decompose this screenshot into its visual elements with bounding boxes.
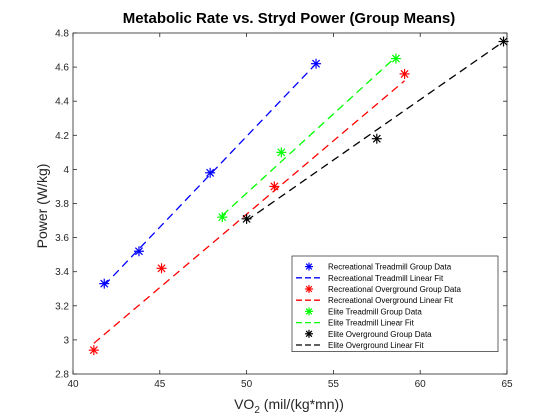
y-tick-label: 4 (63, 165, 69, 176)
data-point-0-3 (311, 58, 322, 69)
fit-line-7 (246, 40, 504, 222)
legend-label-1: Recreational Treadmill Linear Fit (328, 274, 444, 283)
data-point-2-2 (269, 181, 280, 192)
legend-label-2: Recreational Overground Group Data (328, 285, 462, 294)
legend-label-6: Elite Overground Group Data (328, 330, 432, 339)
y-tick-label: 3.8 (55, 199, 69, 210)
legend-label-0: Recreational Treadmill Group Data (328, 263, 452, 272)
data-point-0-0 (99, 278, 110, 289)
x-tick-label: 65 (501, 379, 513, 390)
data-point-6-1 (371, 133, 382, 144)
y-tick-label: 4.2 (55, 131, 69, 142)
legend: Recreational Treadmill Group Data Recreat… (291, 255, 499, 352)
x-axis-title-rest: (mil/(kg*mn)) (260, 396, 344, 412)
y-tick-label: 3.4 (55, 267, 69, 278)
y-axis-title: Power (W/kg) (34, 164, 50, 249)
x-tick-label: 45 (154, 379, 166, 390)
axes: 40 45 50 55 60 65 2.8 3 3.2 3.4 3.6 3.8 4 4.2 4.4 4.6 4.… (55, 29, 513, 391)
data-point-4-0 (217, 212, 228, 223)
legend-swatch-marker-0 (305, 262, 313, 271)
x-tick-label: 40 (67, 379, 79, 390)
fit-line-5 (221, 56, 397, 216)
y-tick-label: 4.4 (55, 97, 69, 108)
data-point-2-0 (88, 345, 99, 356)
y-tick-label: 2.8 (55, 370, 69, 381)
y-tick-label: 3 (63, 335, 69, 346)
legend-label-4: Elite Treadmill Group Data (328, 307, 422, 316)
legend-swatch-marker-4 (305, 307, 313, 316)
data-point-4-1 (276, 147, 287, 158)
y-tick-label: 4.8 (55, 29, 69, 40)
x-axis-title-main: VO (234, 396, 254, 412)
y-tick-label: 3.6 (55, 233, 69, 244)
data-point-6-0 (241, 213, 252, 224)
data-point-2-3 (399, 68, 410, 79)
data-point-2-1 (156, 263, 167, 274)
x-axis-title-subscript: 2 (254, 405, 260, 416)
legend-swatch-marker-2 (305, 285, 313, 293)
chart-title: Metabolic Rate vs. Stryd Power (Group Me… (123, 10, 456, 27)
legend-label-5: Elite Treadmill Linear Fit (328, 319, 415, 328)
x-tick-label: 55 (328, 379, 340, 390)
y-tick-label: 4.6 (55, 63, 69, 74)
legend-box (291, 255, 499, 352)
legend-swatch-marker-6 (305, 329, 313, 338)
data-points (88, 36, 509, 356)
legend-label-3: Recreational Overground Linear Fit (328, 296, 454, 305)
x-tick-label: 60 (415, 379, 427, 390)
x-tick-label: 50 (241, 379, 253, 390)
fit-line-3 (93, 80, 405, 344)
fit-lines (93, 40, 504, 344)
data-point-6-2 (498, 36, 509, 47)
legend-label-7: Elite Overground Linear Fit (328, 341, 424, 350)
data-point-4-2 (390, 53, 401, 64)
x-axis-title: VO2 (mil/(kg*mn)) (234, 396, 344, 416)
data-point-0-2 (205, 167, 216, 178)
data-point-0-1 (133, 246, 144, 257)
y-tick-label: 3.2 (55, 301, 69, 312)
